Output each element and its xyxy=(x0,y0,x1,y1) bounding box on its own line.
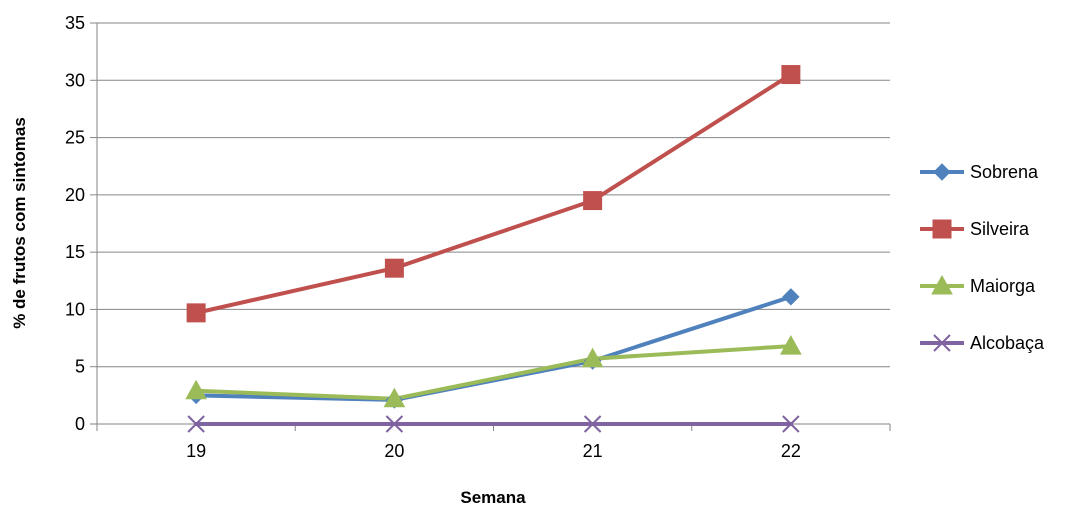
data-point xyxy=(385,415,404,433)
legend-item: Silveira xyxy=(920,219,1030,239)
data-point xyxy=(782,288,800,306)
legend-marker xyxy=(933,163,951,181)
legend-label: Sobrena xyxy=(970,162,1039,182)
legend-marker xyxy=(933,334,951,352)
data-point xyxy=(781,65,801,85)
series-line-sobrena xyxy=(194,294,793,402)
y-tick-label: 35 xyxy=(65,13,85,33)
x-tick-label: 21 xyxy=(583,441,603,461)
legend-item: Sobrena xyxy=(920,162,1039,182)
data-point xyxy=(782,415,800,433)
data-point xyxy=(583,191,603,211)
legend: Sobrena Silveira Maiorga Alcobaça xyxy=(920,162,1045,353)
series-line-maiorga xyxy=(194,344,793,401)
series-line-silveira xyxy=(194,72,793,315)
data-point xyxy=(583,415,602,433)
axes xyxy=(90,22,891,431)
data-point xyxy=(383,387,406,408)
y-tick-label: 0 xyxy=(75,414,85,434)
x-tick-label: 19 xyxy=(186,441,206,461)
legend-label: Maiorga xyxy=(970,276,1036,296)
legend-item: Maiorga xyxy=(920,274,1036,296)
y-tick-label: 10 xyxy=(65,299,85,319)
y-tick-label: 15 xyxy=(65,242,85,262)
legend-label: Alcobaça xyxy=(970,333,1045,353)
data-point xyxy=(384,258,404,278)
gridlines xyxy=(97,22,890,368)
legend-marker xyxy=(931,274,953,295)
legend-label: Silveira xyxy=(970,219,1030,239)
tick-labels: 0 5 10 15 20 25 30 35 19 20 21 22 xyxy=(65,13,801,461)
y-tick-label: 30 xyxy=(65,70,85,90)
data-point xyxy=(581,347,604,368)
x-tick-label: 20 xyxy=(384,441,404,461)
legend-marker xyxy=(932,219,952,239)
y-axis-title: % de frutos com sintomas xyxy=(10,117,29,329)
x-axis-title: Semana xyxy=(460,488,526,506)
data-point xyxy=(187,415,205,433)
y-tick-label: 20 xyxy=(65,185,85,205)
x-tick-label: 22 xyxy=(781,441,801,461)
series-lines xyxy=(185,65,802,433)
data-point xyxy=(186,303,206,323)
data-point xyxy=(780,335,802,355)
data-point xyxy=(185,379,207,400)
legend-item: Alcobaça xyxy=(920,333,1045,353)
y-tick-label: 5 xyxy=(75,357,85,377)
y-tick-label: 25 xyxy=(65,128,85,148)
